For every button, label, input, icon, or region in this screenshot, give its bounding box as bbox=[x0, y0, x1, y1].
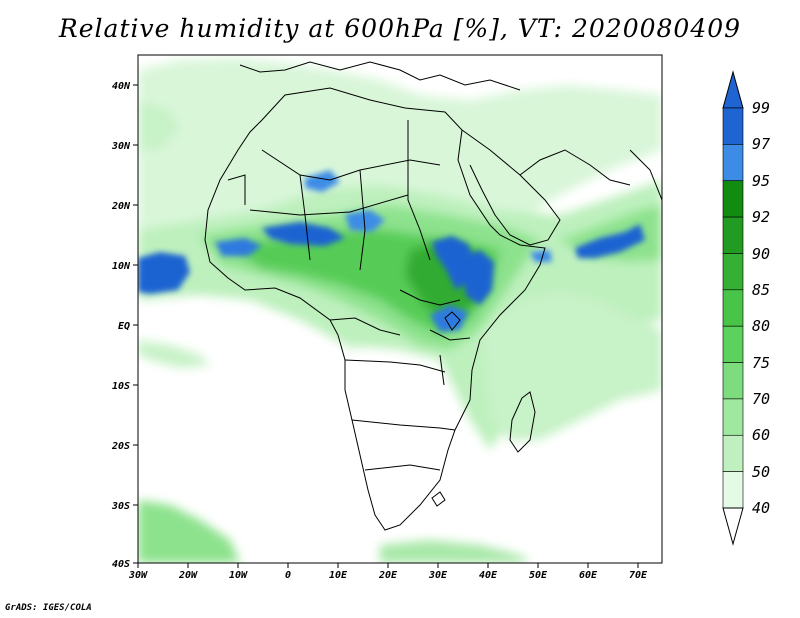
colorbar-label: 50 bbox=[752, 463, 770, 481]
colorbar-box bbox=[722, 362, 744, 400]
y-tick-label: 20N bbox=[111, 201, 131, 212]
x-tick-label: 10E bbox=[329, 570, 348, 581]
colorbar-labels: 99 97 95 92 90 85 80 75 70 60 50 40 bbox=[752, 99, 770, 517]
y-tick-label: 10S bbox=[112, 381, 130, 392]
x-tick-label: 30W bbox=[128, 570, 148, 581]
x-tick-label: 60E bbox=[579, 570, 598, 581]
colorbar: 99 97 95 92 90 85 80 75 70 60 50 40 bbox=[722, 70, 770, 546]
x-tick-label: 0 bbox=[285, 570, 291, 581]
colorbar-label: 70 bbox=[752, 390, 770, 408]
grads-credit: GrADS: IGES/COLA bbox=[5, 603, 92, 613]
colorbar-box bbox=[722, 144, 744, 182]
colorbar-box bbox=[722, 325, 744, 363]
y-tick-labels: 40N 30N 20N 10N EQ 10S 20S 30S 40S bbox=[111, 81, 131, 570]
x-tick-label: 20E bbox=[378, 570, 398, 581]
x-tick-label: 70E bbox=[629, 570, 648, 581]
humidity-field bbox=[138, 58, 662, 563]
map-title: Relative humidity at 600hPa [%], VT: 202… bbox=[58, 14, 742, 43]
y-tick-label: 20S bbox=[111, 441, 130, 452]
colorbar-box bbox=[722, 398, 744, 436]
x-tick-label: 20W bbox=[178, 570, 198, 581]
colorbar-box bbox=[722, 471, 744, 509]
y-tick-label: EQ bbox=[118, 321, 130, 332]
colorbar-label: 95 bbox=[752, 172, 770, 190]
x-tick-label: 30E bbox=[428, 570, 448, 581]
colorbar-label: 85 bbox=[752, 281, 770, 299]
colorbar-label: 90 bbox=[752, 245, 770, 263]
colorbar-label: 99 bbox=[752, 99, 770, 117]
coastlines bbox=[204, 61, 662, 531]
colorbar-box bbox=[722, 289, 744, 327]
y-tick-label: 40N bbox=[112, 81, 131, 92]
y-tick-label: 40S bbox=[112, 559, 130, 570]
tick-marks bbox=[133, 84, 639, 568]
x-tick-labels: 30W 20W 10W 0 10E 20E 30E 40E 50E 60E 70… bbox=[128, 570, 648, 581]
colorbar-label: 60 bbox=[752, 426, 770, 444]
colorbar-label: 97 bbox=[752, 135, 770, 153]
colorbar-box bbox=[722, 253, 744, 291]
colorbar-box bbox=[722, 216, 744, 254]
y-tick-label: 30N bbox=[111, 141, 131, 152]
colorbar-label: 92 bbox=[752, 208, 770, 226]
x-tick-label: 50E bbox=[529, 570, 548, 581]
colorbar-box bbox=[722, 180, 744, 218]
colorbar-label: 40 bbox=[752, 499, 770, 517]
colorbar-box bbox=[722, 434, 744, 472]
colorbar-bottom-arrow bbox=[722, 507, 744, 546]
x-tick-label: 40E bbox=[479, 570, 498, 581]
colorbar-box bbox=[722, 107, 744, 145]
plot-frame bbox=[137, 54, 663, 564]
y-tick-label: 10N bbox=[112, 261, 131, 272]
colorbar-label: 80 bbox=[752, 317, 770, 335]
x-tick-label: 10W bbox=[229, 570, 248, 581]
colorbar-top-arrow bbox=[722, 70, 744, 109]
colorbar-boxes bbox=[722, 107, 744, 509]
y-tick-label: 30S bbox=[111, 501, 130, 512]
colorbar-label: 75 bbox=[752, 354, 770, 372]
